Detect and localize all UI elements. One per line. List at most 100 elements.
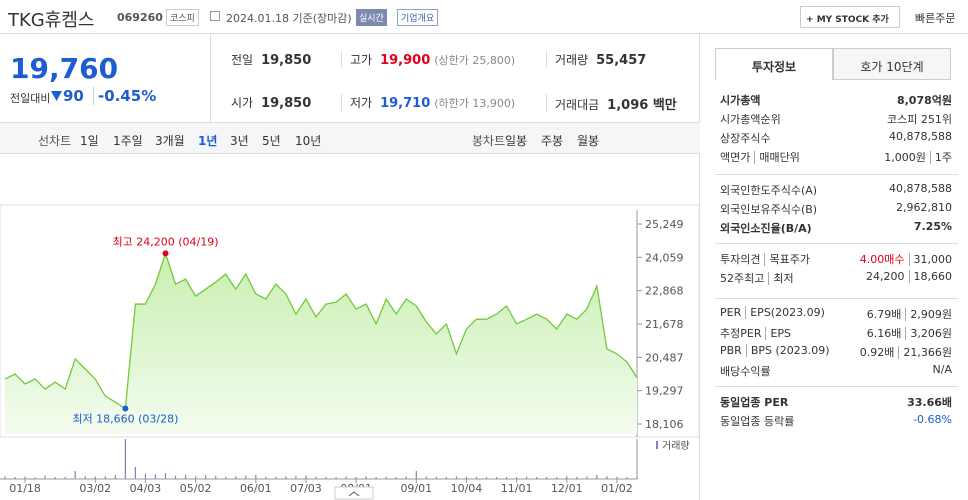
volume-bar xyxy=(114,475,116,479)
info-label: 투자의견 목표주가 xyxy=(720,251,810,267)
x-tick-label: 01/02 xyxy=(601,482,633,495)
volume-bar xyxy=(305,475,307,479)
volume-bar xyxy=(4,476,6,479)
info-row: 52주최고 최저 24,200 18,660 xyxy=(720,270,952,286)
info-label: 동일업종 PER xyxy=(720,394,788,410)
quote-label: 저가 xyxy=(350,96,373,110)
high-label: 최고 24,200 (04/19) xyxy=(113,235,219,248)
volume-bar xyxy=(195,476,197,479)
change-label: 전일대비 xyxy=(10,92,51,105)
info-label: 외국인소진율(B/A) xyxy=(720,220,812,236)
label-part: 매매단위 xyxy=(759,151,800,164)
volume-bar xyxy=(576,476,578,479)
quote-label: 거래량 xyxy=(555,53,589,67)
info-value: 코스피 251위 xyxy=(887,111,952,127)
quote-label: 거래대금 xyxy=(555,98,600,112)
info-label: 시가총액 xyxy=(720,92,760,108)
divider xyxy=(715,386,958,387)
volume-bar xyxy=(405,476,407,479)
value-part: 31,000 xyxy=(913,253,953,266)
quote-label: 고가 xyxy=(350,53,373,67)
side-pane: 투자정보 호가 10단계 시가총액 8,078억원 시가총액순위 코스피 251위 상장… xyxy=(705,34,968,500)
info-label: 동일업종 등락률 xyxy=(720,413,794,429)
volume-bar xyxy=(225,476,227,479)
quote-value: 19,850 xyxy=(261,96,312,111)
realtime-badge[interactable]: 실시간 xyxy=(356,9,387,26)
info-value: 24,200 18,660 xyxy=(866,270,952,286)
info-label: 52주최고 최저 xyxy=(720,270,794,286)
tab-label: 봉차트 xyxy=(472,134,506,148)
current-price: 19,760 xyxy=(10,52,119,85)
label-part: 최저 xyxy=(773,272,794,285)
volume-bar xyxy=(355,476,357,479)
volume-bar xyxy=(64,476,66,479)
volume-bar xyxy=(24,476,26,479)
market-badge: 코스피 xyxy=(166,9,199,26)
label-part: 시가총액 xyxy=(720,94,761,107)
info-row: PBR BPS (2023.09) 0.92배 21,366원 xyxy=(720,344,952,360)
volume-bar xyxy=(566,476,568,479)
info-row: 시가총액순위 코스피 251위 xyxy=(720,111,952,127)
volume-bar xyxy=(54,477,56,479)
label-part: 상장주식수 xyxy=(720,132,771,145)
main-pane: 19,760 전일대비 90 -0.45% 전일 19,850 고가 19,900(… xyxy=(0,34,700,500)
x-tick-label: 12/01 xyxy=(551,482,583,495)
period-tab[interactable]: 1년 xyxy=(198,134,218,148)
period-tab[interactable]: 1일 xyxy=(80,134,99,148)
volume-bar xyxy=(485,477,488,479)
value-part: 40,878,588 xyxy=(889,182,952,195)
period-tab[interactable]: 3년 xyxy=(230,134,249,148)
y-tick-label: 18,106 xyxy=(645,418,684,431)
mystock-button[interactable]: + MY STOCK 추가 xyxy=(800,6,900,28)
volume-bar xyxy=(285,476,287,479)
value-part: 24,200 xyxy=(866,270,905,283)
volume-label: 거래량 xyxy=(662,440,690,452)
info-row: 액면가 매매단위 1,000원 1주 xyxy=(720,149,952,165)
info-label: 배당수익률 xyxy=(720,363,771,379)
candle-tab[interactable]: 일봉 xyxy=(505,134,528,148)
low-marker xyxy=(122,405,129,412)
y-tick-label: 19,297 xyxy=(645,385,684,398)
info-value: 6.16배 3,206원 xyxy=(867,325,952,341)
period-tab[interactable]: 3개월 xyxy=(155,134,185,148)
volume-bar xyxy=(174,475,177,479)
period-tab[interactable]: 5년 xyxy=(262,134,281,148)
quote-value: 55,457 xyxy=(596,53,647,68)
x-tick-label: 05/02 xyxy=(180,482,212,495)
label-part: 52주최고 xyxy=(720,272,765,285)
volume-bar xyxy=(606,476,608,479)
quote-value: 19,710 xyxy=(380,96,431,111)
volume-bar xyxy=(164,473,167,479)
label-part: PER xyxy=(720,306,742,319)
down-arrow xyxy=(51,91,62,101)
tab-active[interactable]: 투자정보 xyxy=(715,48,833,80)
info-label: 액면가 매매단위 xyxy=(720,149,800,165)
quick-order[interactable]: 빠른주문 xyxy=(915,12,956,25)
volume-bar xyxy=(84,476,86,479)
volume-bar xyxy=(526,476,528,479)
tab[interactable]: 호가 10단계 xyxy=(833,48,951,80)
company-info[interactable]: 기업개요 xyxy=(397,9,439,26)
high-marker xyxy=(162,250,169,257)
separator xyxy=(929,151,931,164)
collapse-button[interactable] xyxy=(334,486,374,500)
info-row: 동일업종 등락률 -0.68% xyxy=(720,413,952,429)
candle-tab[interactable]: 주봉 xyxy=(541,134,564,148)
volume-bar xyxy=(275,476,277,479)
volume-bar xyxy=(586,476,588,479)
period-tab[interactable]: 1주일 xyxy=(113,134,143,148)
volume-bar xyxy=(144,473,147,479)
value-part: 6.16배 xyxy=(866,327,902,340)
x-tick-label: 07/03 xyxy=(290,482,322,495)
volume-bar xyxy=(315,476,317,479)
candle-tab[interactable]: 월봉 xyxy=(577,134,600,148)
date: 2024.01.18 기준(장마감) xyxy=(226,12,352,25)
info-row: 외국인보유주식수(B) 2,962,810 xyxy=(720,201,952,217)
period-tab[interactable]: 10년 xyxy=(295,134,322,148)
volume-bar xyxy=(596,475,598,479)
quote-sub: (하한가 13,900) xyxy=(434,97,516,110)
value-part: 6.79배 xyxy=(866,308,902,321)
info-value: 4.00매수 31,000 xyxy=(860,251,952,267)
label-part: 동일업종 PER xyxy=(720,396,789,409)
volume-bar xyxy=(505,476,508,479)
